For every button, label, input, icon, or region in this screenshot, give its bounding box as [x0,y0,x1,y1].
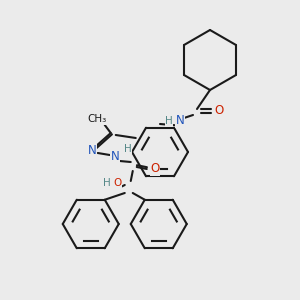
Text: O: O [150,163,159,176]
Text: O: O [114,178,122,188]
Text: N: N [110,151,119,164]
Text: N: N [87,143,96,157]
Text: N: N [176,115,184,128]
Text: O: O [214,104,224,118]
Text: CH₃: CH₃ [87,114,106,124]
Text: H: H [124,144,132,154]
Text: H: H [103,178,111,188]
Text: H: H [165,116,173,126]
